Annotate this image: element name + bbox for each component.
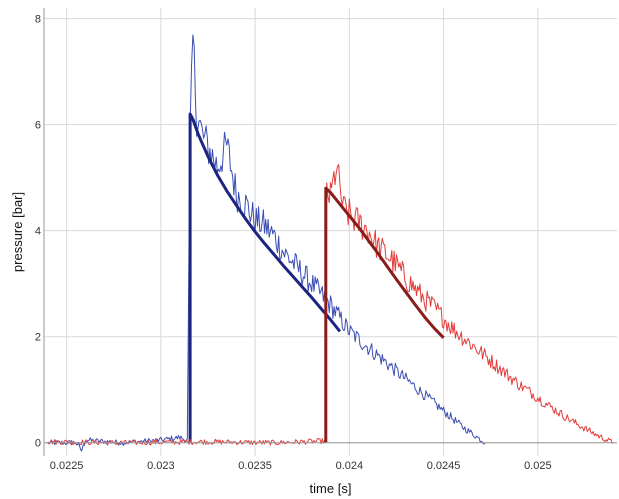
measured-series-line bbox=[47, 164, 614, 446]
y-axis-label: pressure [bar] bbox=[10, 192, 25, 272]
y-tick-labels: 0 2 4 6 8 bbox=[35, 14, 41, 450]
x-tick-label: 0.023 bbox=[147, 460, 175, 472]
x-axis-label: time [s] bbox=[310, 481, 352, 496]
y-tick-label: 2 bbox=[35, 332, 41, 344]
x-tick-label: 0.0235 bbox=[238, 460, 272, 472]
x-tick-label: 0.0225 bbox=[50, 460, 84, 472]
measured-series-line bbox=[47, 34, 486, 452]
y-tick-label: 4 bbox=[35, 226, 41, 238]
series-layer bbox=[47, 34, 614, 452]
x-tick-label: 0.024 bbox=[336, 460, 364, 472]
y-tick-label: 8 bbox=[35, 14, 41, 26]
fit-series-line bbox=[188, 112, 342, 443]
fit-series-line bbox=[324, 186, 445, 443]
grid bbox=[44, 8, 617, 456]
y-tick-label: 0 bbox=[35, 438, 41, 450]
x-tick-labels: 0.0225 0.023 0.0235 0.024 0.0245 0.025 bbox=[50, 460, 552, 472]
x-tick-label: 0.025 bbox=[524, 460, 552, 472]
axes bbox=[43, 8, 617, 456]
x-tick-label: 0.0245 bbox=[427, 460, 461, 472]
y-tick-label: 6 bbox=[35, 120, 41, 132]
